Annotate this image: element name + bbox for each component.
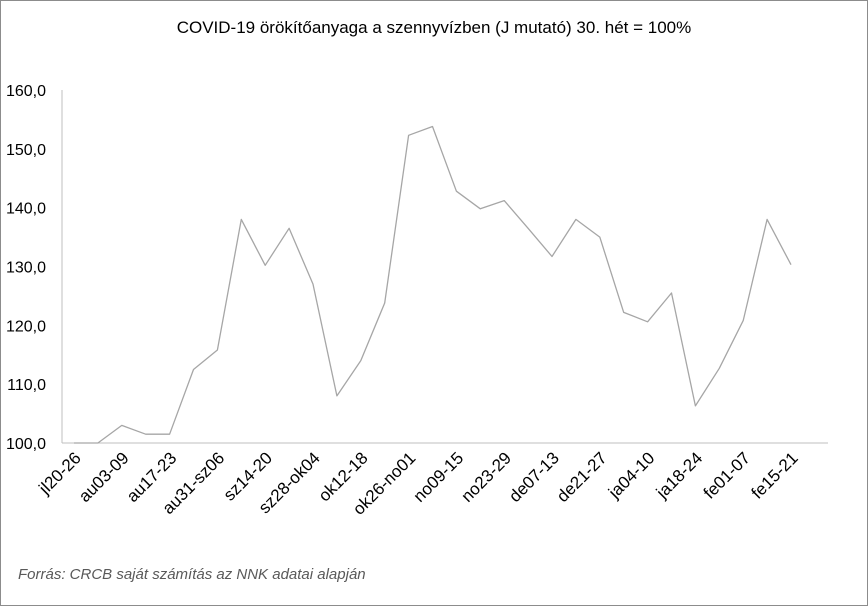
y-tick-label: 110,0 — [7, 377, 46, 394]
data-point — [121, 424, 123, 426]
x-tick-label: fe15-21 — [748, 448, 802, 502]
data-point — [646, 321, 648, 323]
x-tick-label: ja18-24 — [652, 448, 706, 502]
data-point — [742, 319, 744, 321]
data-point — [192, 368, 194, 370]
y-tick-label: 160,0 — [6, 83, 46, 100]
data-point — [407, 134, 409, 136]
source-note: Forrás: CRCB saját számítás az NNK adata… — [18, 566, 366, 583]
x-tick-label: de21-27 — [553, 448, 611, 506]
data-point — [431, 125, 433, 127]
data-point — [264, 264, 266, 266]
data-point — [240, 218, 242, 220]
y-tick-label: 150,0 — [6, 142, 46, 159]
x-tick-label: de07-13 — [505, 448, 563, 506]
data-point — [168, 433, 170, 435]
data-point — [384, 302, 386, 304]
series-line — [74, 125, 792, 444]
data-point — [360, 359, 362, 361]
y-tick-label: 130,0 — [6, 260, 46, 277]
data-point — [694, 405, 696, 407]
y-tick-label: 100,0 — [6, 436, 46, 453]
data-point — [312, 283, 314, 285]
y-tick-label: 120,0 — [6, 318, 46, 335]
y-tick-label: 140,0 — [6, 201, 46, 218]
x-tick-label: no09-15 — [410, 448, 468, 506]
data-point — [97, 442, 99, 444]
data-point — [336, 395, 338, 397]
data-point — [216, 349, 218, 351]
x-tick-label: no23-29 — [457, 448, 515, 506]
data-point — [551, 255, 553, 257]
x-tick-label: ja04-10 — [604, 448, 658, 502]
data-point — [623, 311, 625, 313]
data-point — [718, 367, 720, 369]
data-point — [766, 218, 768, 220]
data-point — [455, 190, 457, 192]
data-point — [503, 199, 505, 201]
data-point — [670, 292, 672, 294]
data-point — [790, 264, 792, 266]
data-point — [575, 218, 577, 220]
data-point — [288, 227, 290, 229]
data-point — [73, 442, 75, 444]
x-tick-label: au03-09 — [75, 448, 133, 506]
x-tick-label: fe01-07 — [700, 448, 754, 502]
data-point — [145, 433, 147, 435]
data-point — [527, 227, 529, 229]
chart-title: COVID-19 örökítőanyaga a szennyvízben (J… — [176, 18, 692, 37]
data-point — [599, 236, 601, 238]
data-point — [479, 208, 481, 210]
